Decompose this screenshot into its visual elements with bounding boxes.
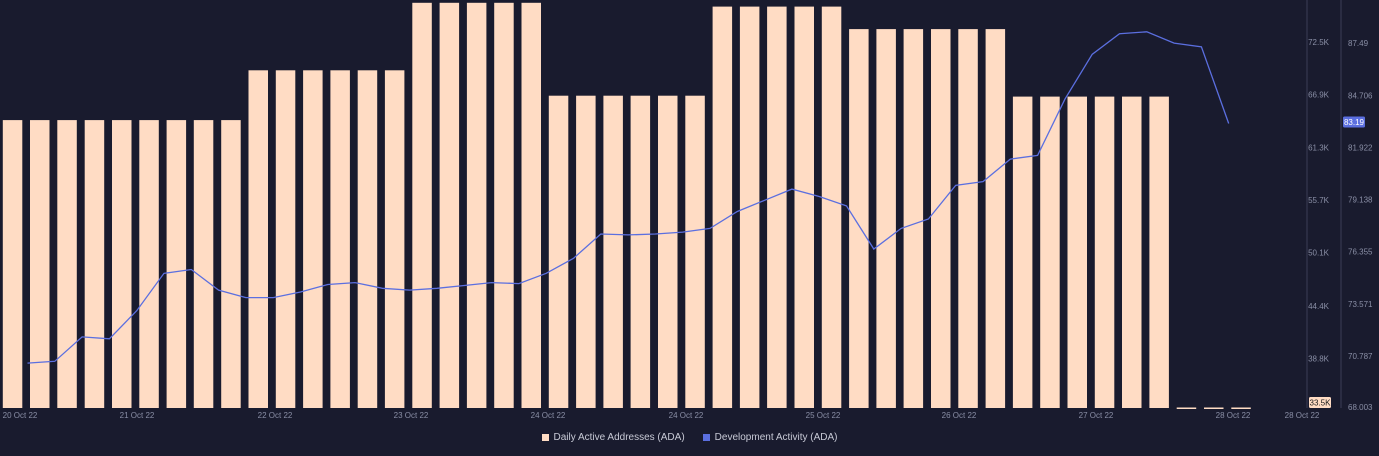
bar: [139, 120, 159, 408]
bar: [1149, 96, 1169, 408]
right-tick-label: 73.571: [1348, 300, 1373, 309]
left-tick-label: 72.5K: [1308, 38, 1330, 47]
bar: [603, 95, 623, 408]
bar: [1012, 96, 1033, 408]
bar: [548, 95, 569, 408]
x-tick-label: 23 Oct 22: [394, 411, 429, 420]
bar: [84, 120, 105, 408]
left-tick-label: 50.1K: [1308, 248, 1330, 257]
left-tick-label: 66.9K: [1308, 91, 1330, 100]
bar: [30, 120, 50, 408]
bar: [466, 2, 487, 409]
bar: [849, 29, 869, 408]
left-tick-label: 61.3K: [1308, 143, 1330, 152]
x-tick-label: 28 Oct 22: [1285, 411, 1320, 420]
legend-label-daa: Daily Active Addresses (ADA): [553, 432, 685, 443]
left-axis-ticks: 72.5K 66.9K 61.3K 55.7K 50.1K 44.4K 38.8K: [1308, 38, 1330, 363]
bar: [112, 120, 132, 408]
bar: [931, 29, 951, 408]
bar: [767, 6, 787, 408]
bar: [384, 70, 405, 409]
left-tick-label: 55.7K: [1308, 196, 1330, 205]
bar: [903, 29, 924, 408]
legend-swatch-daa: [541, 434, 549, 441]
right-tick-label: 70.787: [1348, 352, 1373, 361]
bar: [2, 120, 23, 408]
bar: [248, 70, 268, 409]
bar: [739, 6, 760, 408]
x-tick-label: 28 Oct 22: [1216, 411, 1251, 420]
legend-item-dev[interactable]: Development Activity (ADA): [702, 432, 838, 443]
bar: [412, 2, 432, 409]
bar: [494, 2, 514, 409]
x-tick-label: 22 Oct 22: [258, 411, 293, 420]
bar: [303, 70, 323, 409]
left-current-value-badge-bg: [1309, 397, 1331, 408]
right-current-value-badge-bg: [1343, 116, 1365, 128]
x-tick-label: 25 Oct 22: [806, 411, 841, 420]
bar: [166, 120, 187, 408]
bar: [712, 6, 733, 408]
bar: [1204, 407, 1224, 409]
bar: [876, 29, 896, 408]
bar: [1040, 96, 1060, 408]
bar: [985, 29, 1006, 408]
x-axis-ticks: 20 Oct 22 21 Oct 22 22 Oct 22 23 Oct 22 24 O…: [3, 411, 1320, 420]
bar: [521, 2, 541, 409]
value-badges: 33.5K 83.19: [1309, 116, 1365, 408]
legend-swatch-dev: [702, 434, 710, 441]
bar: [439, 2, 460, 409]
bar: [821, 6, 842, 408]
bar: [57, 120, 77, 408]
bar: [1094, 96, 1115, 408]
x-tick-label: 21 Oct 22: [120, 411, 155, 420]
left-current-value-badge: 33.5K: [1310, 399, 1332, 408]
bar: [1067, 96, 1087, 408]
right-tick-label: 84.706: [1348, 91, 1373, 100]
x-tick-label: 24 Oct 22: [531, 411, 566, 420]
bar: [1122, 96, 1142, 408]
bar: [794, 6, 814, 408]
right-tick-label: 68.003: [1348, 403, 1373, 412]
x-tick-label: 20 Oct 22: [3, 411, 38, 420]
legend-item-daa[interactable]: Daily Active Addresses (ADA): [541, 432, 685, 443]
left-tick-label: 44.4K: [1308, 302, 1330, 311]
bars-layer: [2, 2, 1251, 409]
x-tick-label: 24 Oct 22: [669, 411, 704, 420]
bar: [958, 29, 978, 408]
bar: [1231, 407, 1251, 409]
bar: [275, 70, 296, 409]
x-tick-label: 27 Oct 22: [1079, 411, 1114, 420]
bar: [1176, 407, 1197, 409]
right-tick-label: 81.922: [1348, 143, 1373, 152]
bar: [658, 95, 678, 408]
bar: [630, 95, 651, 408]
legend: Daily Active Addresses (ADA) Development…: [0, 432, 1379, 443]
bar: [685, 95, 705, 408]
right-tick-label: 87.49: [1348, 39, 1369, 48]
right-tick-label: 79.138: [1348, 196, 1373, 205]
right-current-value-badge: 83.19: [1344, 118, 1365, 127]
bar: [357, 70, 378, 409]
right-axis-ticks: 87.49 84.706 81.922 79.138 76.355 73.571 70.78…: [1348, 39, 1373, 412]
left-tick-label: 38.8K: [1308, 354, 1330, 363]
development-activity-line: [27, 31, 1230, 364]
bar: [330, 70, 350, 409]
bar: [576, 95, 596, 408]
bar: [221, 120, 241, 408]
right-tick-label: 76.355: [1348, 248, 1373, 257]
legend-label-dev: Development Activity (ADA): [714, 432, 838, 443]
x-tick-label: 26 Oct 22: [942, 411, 977, 420]
bar: [193, 120, 214, 408]
